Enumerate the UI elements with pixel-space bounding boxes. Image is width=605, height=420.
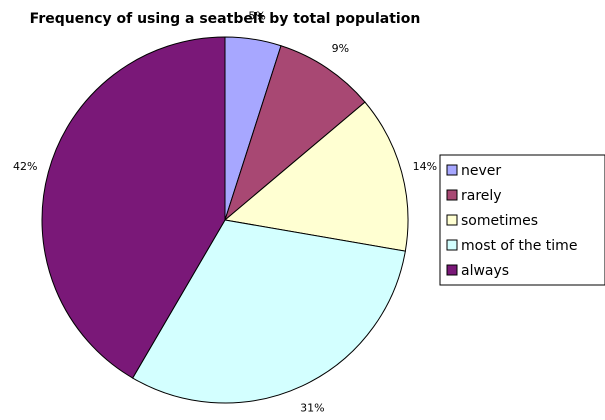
legend-label-sometimes: sometimes bbox=[461, 213, 538, 229]
legend-swatch-never bbox=[446, 164, 458, 176]
chart-title: Frequency of using a seatbelt by total p… bbox=[30, 11, 421, 27]
data-label-most-of-the-time: 31% bbox=[300, 402, 324, 415]
legend-box bbox=[439, 154, 605, 286]
legend-label-always: always bbox=[461, 263, 509, 279]
data-label-rarely: 9% bbox=[332, 42, 349, 55]
legend-swatch-always bbox=[446, 264, 458, 276]
pie-slice-sometimes bbox=[223, 101, 409, 252]
pie-slices bbox=[41, 36, 409, 404]
pie-slice-always bbox=[41, 36, 226, 379]
pie-slice-most-of-the-time bbox=[131, 219, 406, 404]
chart-legend: never rarely sometimes most of the time alwa… bbox=[439, 154, 605, 286]
legend-swatch-rarely bbox=[446, 189, 458, 201]
data-label-sometimes: 14% bbox=[413, 160, 437, 173]
legend-label-rarely: rarely bbox=[461, 188, 502, 204]
data-label-never: 5% bbox=[248, 10, 265, 23]
legend-swatch-sometimes bbox=[446, 214, 458, 226]
data-label-always: 42% bbox=[13, 160, 37, 173]
pie-data-labels: 5% 9% 14% 31% 42% bbox=[13, 10, 437, 415]
legend-label-never: never bbox=[461, 163, 501, 179]
pie-slice-rarely bbox=[223, 45, 366, 222]
legend-swatch-most-of-the-time bbox=[446, 239, 458, 251]
legend-label-most-of-the-time: most of the time bbox=[461, 238, 577, 254]
